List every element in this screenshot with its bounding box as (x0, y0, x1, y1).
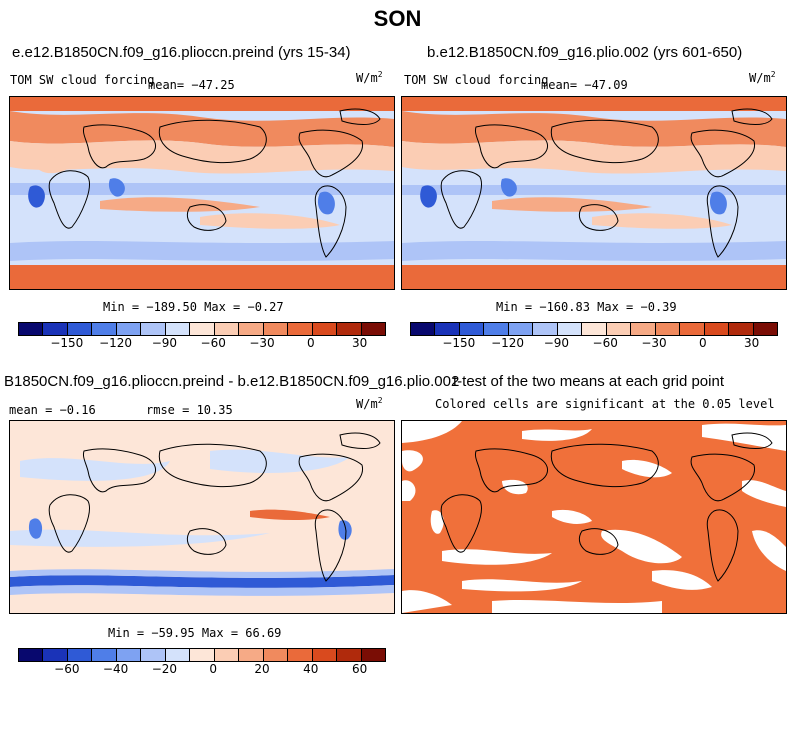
colorbar-swatch (165, 649, 191, 661)
colorbar-swatch (631, 323, 656, 335)
colorbar-swatch (655, 323, 681, 335)
colorbar-swatch (190, 323, 215, 335)
colorbar-tick-label: −120 (99, 336, 133, 350)
panel3-colorbar (18, 648, 386, 662)
colorbar-tick-label: −20 (151, 662, 178, 676)
colorbar-tick-label: 30 (743, 336, 760, 350)
colorbar-swatch (92, 649, 117, 661)
colorbar-tick-label: −90 (543, 336, 570, 350)
colorbar-swatch (459, 323, 485, 335)
colorbar-swatch (263, 649, 289, 661)
colorbar-tick-label: −30 (641, 336, 667, 350)
colorbar-swatch (680, 323, 705, 335)
colorbar-swatch (92, 323, 117, 335)
colorbar-swatch (165, 323, 191, 335)
colorbar-tick-label: 20 (254, 662, 270, 676)
figure-title: SON (373, 6, 422, 31)
colorbar-tick-label: −60 (592, 336, 618, 350)
panel2-colorbar-ticks: −150 −120 −90 −60 −30 0 30 (410, 336, 776, 350)
panel3-units: W/m2 (356, 396, 383, 411)
colorbar-tick-label: 40 (303, 662, 319, 676)
panel1-title: e.e12.B1850CN.f09_g16.plioccn.preind (yr… (12, 44, 351, 61)
panel3-minmax: Min = −59.95 Max = 66.69 (108, 626, 282, 640)
colorbar-swatch (508, 323, 534, 335)
panel4-map (401, 420, 787, 614)
colorbar-swatch (582, 323, 607, 335)
colorbar-tick-label: 0 (306, 336, 315, 350)
colorbar-swatch (141, 649, 166, 661)
colorbar-swatch (337, 649, 362, 661)
colorbar-swatch (606, 323, 632, 335)
colorbar-swatch (361, 649, 386, 661)
colorbar-swatch (435, 323, 460, 335)
colorbar-swatch (411, 323, 436, 335)
panel1-colorbar (18, 322, 386, 336)
colorbar-tick-label: 0 (698, 336, 707, 350)
colorbar-swatch (43, 649, 68, 661)
colorbar-swatch (484, 323, 509, 335)
colorbar-swatch (533, 323, 558, 335)
colorbar-swatch (67, 649, 93, 661)
colorbar-swatch (239, 323, 264, 335)
colorbar-tick-label: 0 (209, 662, 218, 676)
colorbar-swatch (239, 649, 264, 661)
colorbar-swatch (288, 323, 313, 335)
colorbar-swatch (67, 323, 93, 335)
colorbar-swatch (729, 323, 754, 335)
panel3-title: B1850CN.f09_g16.plioccn.preind - b.e12.B… (4, 373, 460, 390)
colorbar-swatch (361, 323, 386, 335)
colorbar-swatch (19, 649, 44, 661)
panel3-mean: mean = −0.16 (9, 403, 96, 417)
colorbar-swatch (141, 323, 166, 335)
panel2-mean: mean= −47.09 (541, 78, 628, 92)
panel4-subtitle: Colored cells are significant at the 0.0… (435, 397, 775, 411)
panel2-colorbar (410, 322, 778, 336)
panel3-colorbar-ticks: −60 −40 −20 0 20 40 60 (18, 662, 384, 676)
panel4-map-svg (402, 421, 786, 613)
panel2-map-svg (402, 97, 786, 289)
panel2-units: W/m2 (749, 70, 776, 85)
colorbar-swatch (19, 323, 44, 335)
colorbar-swatch (214, 649, 240, 661)
colorbar-tick-label: −90 (151, 336, 178, 350)
colorbar-tick-label: −40 (102, 662, 129, 676)
colorbar-tick-label: −60 (54, 662, 80, 676)
colorbar-tick-label: −30 (249, 336, 275, 350)
panel3-map-svg (10, 421, 394, 613)
panel4-title: t-test of the two means at each grid poi… (453, 373, 724, 390)
panel2-minmax: Min = −160.83 Max = −0.39 (496, 300, 677, 314)
colorbar-tick-label: −150 (50, 336, 84, 350)
colorbar-swatch (704, 323, 730, 335)
colorbar-swatch (190, 649, 215, 661)
panel1-colorbar-ticks: −150 −120 −90 −60 −30 0 30 (18, 336, 384, 350)
colorbar-tick-label: −60 (200, 336, 226, 350)
colorbar-tick-label: −150 (442, 336, 476, 350)
colorbar-swatch (557, 323, 583, 335)
panel4-signif-field (402, 421, 786, 613)
panel1-map (9, 96, 395, 290)
colorbar-swatch (288, 649, 313, 661)
colorbar-swatch (753, 323, 778, 335)
panel2-title: b.e12.B1850CN.f09_g16.plio.002 (yrs 601-… (427, 44, 743, 61)
panel1-units: W/m2 (356, 70, 383, 85)
colorbar-swatch (337, 323, 362, 335)
panel1-variable: TOM SW cloud forcing (10, 73, 155, 87)
colorbar-swatch (214, 323, 240, 335)
panel3-map (9, 420, 395, 614)
panel1-minmax: Min = −189.50 Max = −0.27 (103, 300, 284, 314)
colorbar-swatch (263, 323, 289, 335)
colorbar-tick-label: 60 (351, 662, 368, 676)
panel2-map (401, 96, 787, 290)
panel1-map-svg (10, 97, 394, 289)
colorbar-tick-label: −120 (491, 336, 525, 350)
colorbar-swatch (116, 649, 142, 661)
panel3-rmse: rmse = 10.35 (146, 403, 233, 417)
panel1-mean: mean= −47.25 (148, 78, 235, 92)
colorbar-swatch (116, 323, 142, 335)
colorbar-swatch (43, 323, 68, 335)
panel2-variable: TOM SW cloud forcing (404, 73, 549, 87)
colorbar-tick-label: 30 (351, 336, 368, 350)
colorbar-swatch (312, 323, 338, 335)
colorbar-swatch (312, 649, 338, 661)
